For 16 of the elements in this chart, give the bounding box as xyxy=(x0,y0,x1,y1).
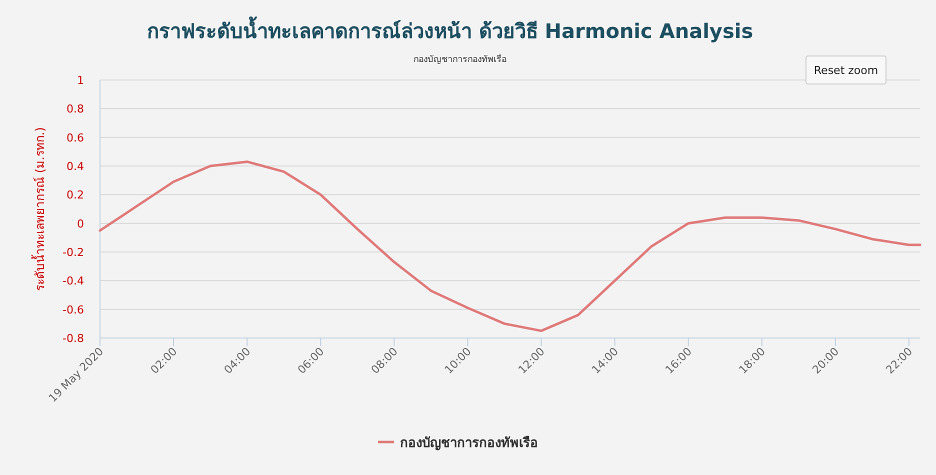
y-tick-label: 0.2 xyxy=(66,188,84,202)
text: Reset zoom xyxy=(814,64,878,77)
y-tick-label: 1 xyxy=(77,74,84,87)
legend-label: กองบัญชาการกองทัพเรือ xyxy=(400,435,538,451)
chart-title: กราฟระดับน้ำทะเลคาดการณ์ล่วงหน้า ด้วยวิธี Harmonic Analysis xyxy=(146,16,754,43)
y-tick-label: 0.8 xyxy=(66,102,84,116)
y-tick-label: -0.6 xyxy=(62,303,84,316)
line-series xyxy=(98,160,922,332)
y-tick-label: 0.6 xyxy=(66,131,84,144)
y-tick-label: 0.4 xyxy=(66,160,84,173)
y-tick-label: -0.2 xyxy=(62,246,84,259)
y-tick-label: 0 xyxy=(77,217,84,230)
y-axis-title: ระดับน้ำทะเลพยากรณ์ (ม.รทก.) xyxy=(31,127,47,291)
y-tick-label: -0.4 xyxy=(62,274,84,288)
y-tick-label: -0.8 xyxy=(62,332,84,345)
chart-subtitle: กองบัญชาการกองทัพเรือ xyxy=(414,54,506,65)
